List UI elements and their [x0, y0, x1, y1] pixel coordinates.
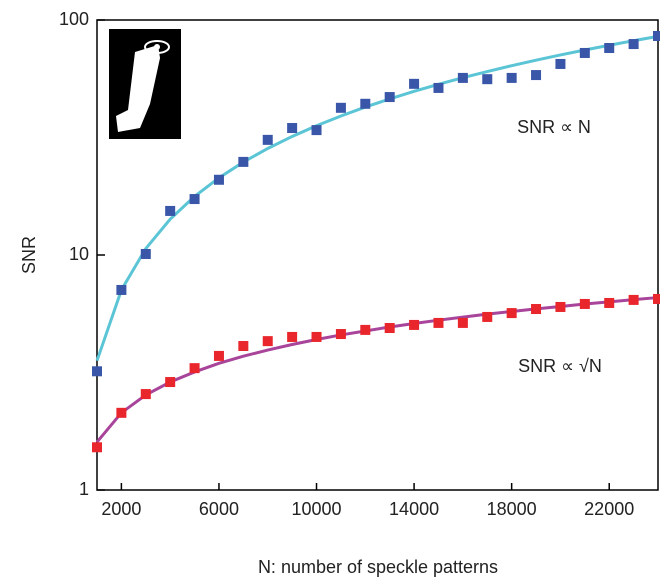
- x-tick-label: 22000: [584, 499, 634, 519]
- data-point: [506, 308, 517, 319]
- data-point: [360, 324, 371, 335]
- data-point: [238, 340, 249, 351]
- data-point: [287, 123, 298, 134]
- data-point: [457, 72, 468, 83]
- data-point: [262, 134, 273, 145]
- data-point: [335, 102, 346, 113]
- data-point: [360, 98, 371, 109]
- annotation: SNR ∝ N: [517, 117, 591, 137]
- data-point: [140, 248, 151, 259]
- data-point: [165, 205, 176, 216]
- data-point: [531, 70, 542, 81]
- data-point: [628, 294, 639, 305]
- logo: [109, 29, 181, 139]
- data-point: [92, 366, 102, 377]
- x-tick-label: 14000: [389, 499, 439, 519]
- data-point: [579, 47, 590, 58]
- data-point: [238, 156, 249, 167]
- data-point: [384, 92, 395, 103]
- data-point: [628, 39, 639, 50]
- data-point: [482, 311, 493, 322]
- data-point: [311, 125, 322, 136]
- data-point: [555, 301, 566, 312]
- data-point: [653, 293, 660, 304]
- y-axis-label: SNR: [19, 236, 39, 274]
- data-point: [433, 317, 444, 328]
- data-point: [579, 298, 590, 309]
- data-point: [604, 43, 615, 54]
- data-point: [409, 319, 420, 330]
- data-point: [482, 74, 493, 85]
- data-point: [653, 30, 660, 41]
- plot-frame: [96, 19, 659, 491]
- data-point: [140, 389, 151, 400]
- data-point: [531, 304, 542, 315]
- data-point: [189, 363, 200, 374]
- data-point: [604, 297, 615, 308]
- fit-line: [95, 34, 659, 362]
- x-tick-label: 18000: [487, 499, 537, 519]
- data-point: [555, 58, 566, 69]
- data-point: [165, 377, 176, 388]
- data-point: [213, 350, 224, 361]
- x-axis-label: N: number of speckle patterns: [258, 557, 498, 577]
- data-point: [335, 329, 346, 340]
- data-point: [409, 78, 420, 89]
- annotation: SNR ∝ √N: [518, 356, 602, 376]
- data-point: [213, 174, 224, 185]
- data-point: [506, 72, 517, 83]
- x-tick-label: 6000: [199, 499, 239, 519]
- y-tick-label: 1: [79, 479, 89, 499]
- data-point: [287, 331, 298, 342]
- x-tick-label: 2000: [101, 499, 141, 519]
- y-tick-label: 10: [69, 244, 89, 264]
- data-point: [116, 407, 127, 418]
- data-point: [433, 82, 444, 93]
- data-point: [384, 323, 395, 334]
- data-point: [116, 284, 127, 295]
- data-point: [92, 442, 102, 453]
- data-point: [311, 331, 322, 342]
- x-tick-label: 10000: [291, 499, 341, 519]
- data-point: [189, 194, 200, 205]
- y-tick-label: 100: [59, 9, 89, 29]
- data-point: [457, 317, 468, 328]
- data-point: [262, 336, 273, 347]
